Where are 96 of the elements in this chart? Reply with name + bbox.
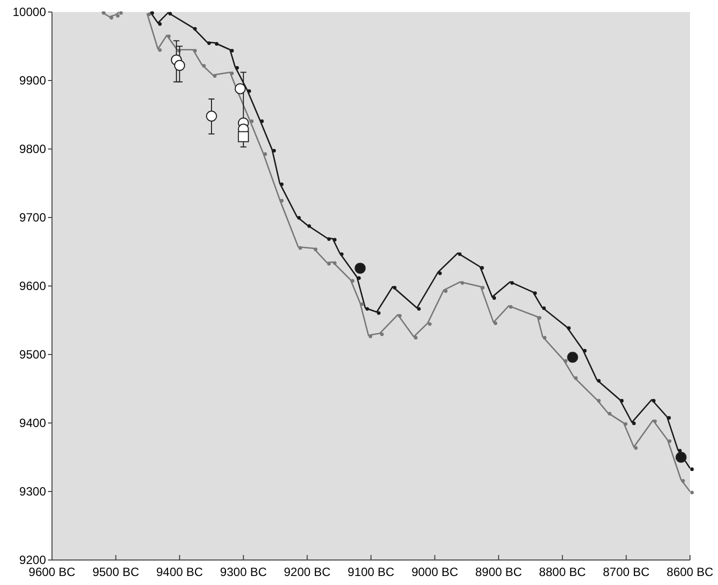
point (314, 248, 318, 252)
x-tick-label: 9200 BC (284, 565, 331, 579)
point (438, 272, 442, 276)
x-tick-label: 9000 BC (411, 565, 458, 579)
x-tick-label: 8700 BC (602, 565, 650, 579)
point (632, 422, 636, 426)
point (414, 336, 418, 340)
point (392, 286, 396, 290)
y-tick-label: 9400 (19, 416, 46, 430)
point (538, 316, 542, 320)
point (494, 322, 498, 326)
point (340, 252, 344, 256)
point (327, 237, 331, 241)
point (102, 11, 106, 15)
point (597, 398, 601, 403)
point (357, 276, 361, 280)
point (368, 334, 372, 338)
point (624, 422, 628, 426)
y-tick-label: 9800 (19, 142, 46, 156)
point (567, 326, 571, 330)
point (668, 439, 672, 443)
x-tick-label: 9100 BC (348, 565, 395, 579)
y-tick-label: 9600 (19, 279, 46, 294)
point (193, 48, 197, 52)
point (158, 22, 162, 26)
point (298, 246, 302, 250)
point (119, 11, 123, 15)
point (380, 332, 384, 336)
point (360, 302, 364, 306)
point (272, 148, 276, 152)
point (150, 11, 154, 15)
point (263, 152, 267, 156)
point (634, 446, 638, 450)
point (376, 311, 381, 315)
point (564, 359, 568, 363)
point (510, 281, 514, 285)
x-tick-label: 8800 BC (539, 565, 586, 579)
point (207, 41, 211, 45)
y-tick-label: 9900 (19, 74, 46, 88)
point (365, 307, 370, 311)
point (158, 48, 162, 52)
point (542, 306, 546, 310)
point (327, 262, 331, 266)
point (492, 296, 496, 300)
point (417, 307, 421, 311)
y-tick-label: 9500 (19, 348, 46, 362)
y-tick-label: 9300 (19, 484, 46, 499)
x-tick-label: 8900 BC (475, 565, 522, 579)
point (247, 89, 252, 93)
point (681, 479, 685, 483)
point (230, 48, 234, 52)
x-tick-label: 9500 BC (92, 565, 140, 579)
x-tick-label: 9400 BC (156, 565, 204, 579)
point (168, 12, 172, 16)
point (193, 26, 197, 31)
point (280, 182, 284, 186)
point (542, 336, 546, 340)
point (652, 398, 656, 403)
point (212, 74, 217, 78)
point (332, 238, 337, 242)
point (444, 289, 448, 293)
x-tick-label: 9300 BC (220, 565, 268, 579)
point (597, 379, 601, 383)
point (608, 412, 612, 416)
x-tick-label: 8600 BC (666, 565, 714, 579)
point (678, 448, 682, 453)
point (260, 119, 264, 124)
point (202, 64, 206, 68)
y-tick-label: 10000 (12, 5, 46, 20)
point (690, 467, 694, 472)
point (230, 71, 234, 76)
y-tick-label: 9200 (19, 553, 46, 568)
point (167, 34, 171, 38)
point (480, 266, 484, 270)
point (690, 490, 694, 494)
point (533, 291, 537, 295)
point (214, 42, 218, 46)
point (509, 305, 513, 309)
point (297, 216, 301, 220)
point (398, 314, 402, 318)
point (574, 376, 578, 380)
point (583, 348, 587, 353)
point (458, 252, 462, 256)
point (667, 416, 671, 420)
point (235, 66, 239, 70)
point (460, 281, 464, 285)
point (147, 12, 151, 16)
point (620, 398, 624, 403)
y-tick-label: 9700 (19, 210, 46, 225)
x-tick-label: 9600 BC (28, 565, 76, 579)
point (116, 14, 120, 18)
point (332, 261, 337, 265)
point (307, 224, 311, 228)
point (653, 419, 657, 424)
point (350, 279, 354, 283)
point (428, 322, 432, 326)
